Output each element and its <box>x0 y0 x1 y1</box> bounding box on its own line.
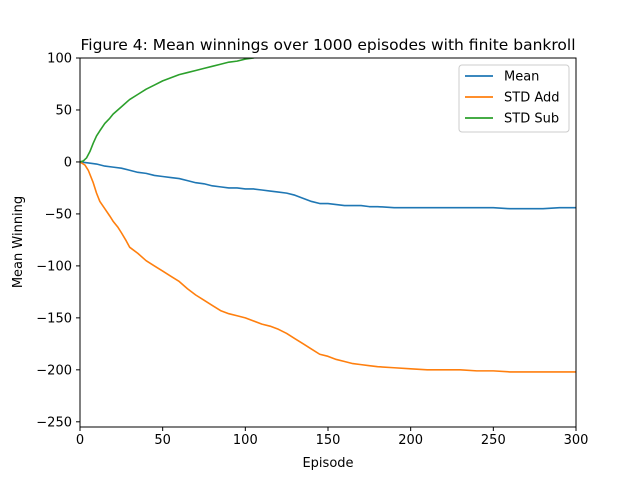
axes-layer: 0 50 100 150 200 250 300 −250 −200 −150 −100 −50 0 50… <box>36 52 588 449</box>
series-line-std-add <box>80 161 576 373</box>
series-line-mean <box>80 161 576 210</box>
y-tick-label: −200 <box>36 363 72 378</box>
y-tick-label: 0 <box>64 155 72 170</box>
y-tick-label: 50 <box>55 103 72 118</box>
y-axis-label: Mean Winning <box>11 196 26 288</box>
series-layer <box>80 58 576 373</box>
series-line-std-sub <box>80 58 255 163</box>
x-tick-label: 0 <box>76 433 84 448</box>
y-tick-label: −50 <box>45 207 72 222</box>
x-tick-label: 300 <box>564 433 589 448</box>
y-tick-label: −150 <box>36 311 72 326</box>
x-tick-label: 50 <box>154 433 171 448</box>
chart-title: Figure 4: Mean winnings over 1000 episod… <box>80 36 575 54</box>
legend-label: STD Add <box>504 91 560 106</box>
x-tick-label: 200 <box>398 433 423 448</box>
x-tick-label: 100 <box>233 433 258 448</box>
y-tick-label: −100 <box>36 259 72 274</box>
x-axis-label: Episode <box>302 456 353 471</box>
y-tick-label: 100 <box>47 52 72 67</box>
legend-box <box>458 64 570 133</box>
y-tick-label: −250 <box>36 415 72 430</box>
legend: Mean STD Add STD Sub <box>458 64 570 133</box>
x-tick-label: 250 <box>481 433 506 448</box>
legend-label: Mean <box>504 70 539 85</box>
x-tick-label: 150 <box>316 433 341 448</box>
legend-label: STD Sub <box>504 112 559 127</box>
